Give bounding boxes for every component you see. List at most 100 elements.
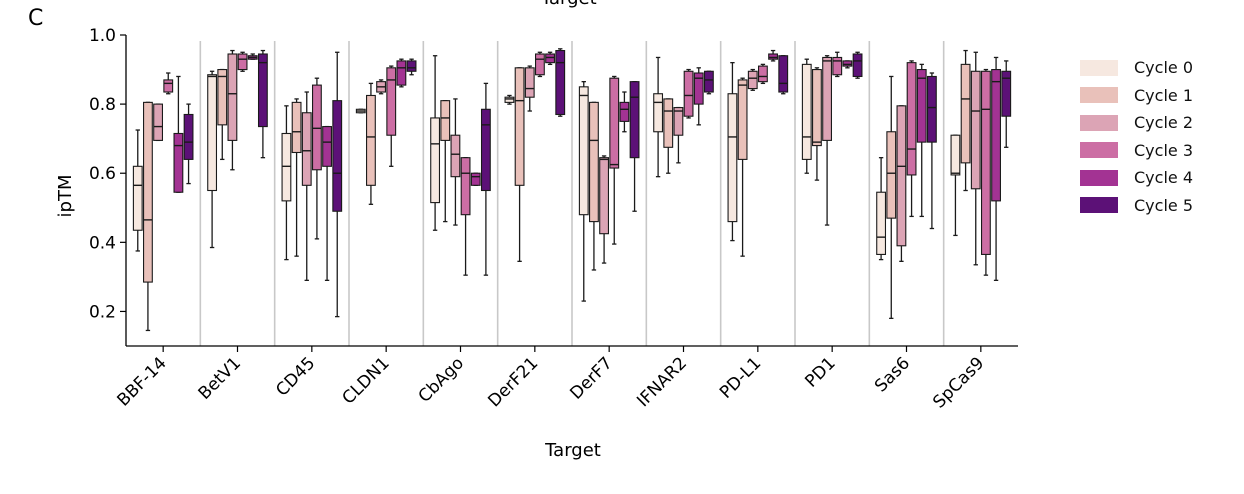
box-iqr: [852, 53, 863, 78]
box-cycle-2-ifnar2: [673, 106, 684, 164]
box-cycle-4-cd45: [322, 125, 332, 281]
box-iqr: [842, 60, 853, 67]
top-title-cropped: Target: [541, 0, 597, 9]
box-iqr: [609, 77, 620, 169]
box-cycle-3-sas6: [906, 60, 917, 218]
legend-swatch: [1080, 59, 1118, 76]
box-iqr: [430, 117, 441, 204]
box-cycle-2-spcas9: [970, 51, 981, 266]
box-cycle-1-cbago: [440, 100, 451, 223]
box-iqr: [504, 96, 515, 103]
box-iqr: [406, 60, 417, 72]
box-iqr: [778, 55, 789, 93]
box-iqr: [291, 101, 302, 154]
box-cycle-5-derf7: [629, 81, 640, 212]
box-cycle-4-spcas9: [991, 56, 1001, 281]
box-cycle-1-ifnar2: [663, 98, 674, 174]
box-cycle-4-derf21: [545, 51, 555, 66]
legend-item: Cycle 1: [1080, 82, 1193, 110]
y-tick-label: 0.6: [89, 164, 116, 184]
box-cycle-4-derf7: [619, 91, 630, 133]
box-iqr: [153, 103, 164, 141]
x-tick-label: CLDN1: [339, 353, 394, 408]
box-iqr: [737, 79, 748, 160]
box-iqr: [480, 108, 491, 192]
box-cycle-4-pd1: [842, 60, 853, 69]
box-cycle-4-bbf-14: [173, 75, 184, 193]
box-iqr: [960, 63, 971, 164]
box-iqr: [822, 56, 833, 141]
box-iqr: [832, 56, 843, 76]
box-iqr: [801, 63, 812, 160]
box-cycle-0-cldn1: [355, 108, 366, 114]
box-iqr: [727, 93, 738, 223]
box-cycle-0-pd-l1: [727, 61, 738, 242]
box-cycle-5-cbago: [480, 82, 491, 276]
legend-item: Cycle 5: [1080, 192, 1193, 220]
box-iqr: [970, 70, 981, 190]
box-iqr: [332, 100, 343, 212]
legend-label: Cycle 2: [1134, 113, 1193, 133]
box-iqr: [470, 172, 481, 186]
box-cycle-1-cd45: [291, 98, 302, 257]
box-cycle-5-sas6: [926, 72, 937, 230]
box-cycle-2-bbf-14: [153, 103, 164, 142]
box-iqr: [237, 53, 248, 71]
box-iqr: [757, 65, 768, 83]
box-cycle-0-spcas9: [950, 134, 961, 237]
box-cycle-5-derf21: [555, 48, 566, 117]
box-iqr: [950, 134, 961, 176]
box-cycle-0-betv1: [207, 70, 218, 249]
box-iqr: [747, 70, 758, 90]
legend-label: Cycle 0: [1134, 58, 1193, 78]
box-iqr: [163, 79, 174, 93]
box-cycle-2-derf7: [599, 155, 610, 264]
box-cycle-1-derf21: [514, 67, 525, 262]
box-iqr: [545, 53, 555, 64]
box-iqr: [386, 67, 397, 136]
legend-label: Cycle 1: [1134, 85, 1193, 105]
box-iqr: [173, 132, 184, 193]
legend-swatch: [1080, 87, 1118, 104]
legend-item: Cycle 0: [1080, 54, 1193, 82]
box-iqr: [886, 131, 897, 219]
box-iqr: [812, 69, 822, 147]
box-iqr: [876, 191, 887, 255]
box-iqr: [322, 126, 332, 167]
legend: Cycle 0 Cycle 1 Cycle 2 Cycle 3 Cycle 4 Cycle…: [1080, 54, 1193, 219]
box-iqr: [926, 75, 937, 143]
box-cycle-4-cbago: [470, 172, 481, 186]
box-iqr: [366, 94, 376, 186]
box-iqr: [629, 81, 640, 159]
box-cycle-0-ifnar2: [653, 56, 664, 178]
box-cycle-5-bbf-14: [183, 103, 194, 185]
box-cycle-0-cbago: [430, 55, 441, 231]
box-cycle-3-ifnar2: [683, 68, 694, 119]
legend-label: Cycle 5: [1134, 195, 1193, 215]
legend-item: Cycle 4: [1080, 164, 1193, 192]
x-tick-label: PD-L1: [716, 353, 765, 402]
box-cycle-4-pd-l1: [768, 49, 778, 62]
box-iqr: [673, 107, 684, 136]
box-iqr: [599, 157, 610, 235]
box-cycle-1-sas6: [886, 75, 897, 320]
x-tick-label: IFNAR2: [633, 353, 691, 411]
box-cycle-0-pd1: [801, 58, 812, 174]
y-tick-label: 0.2: [89, 302, 116, 322]
y-tick-label: 0.4: [89, 233, 116, 253]
box-iqr: [143, 101, 153, 283]
legend-swatch: [1080, 169, 1118, 186]
box-iqr: [683, 70, 694, 117]
box-iqr: [217, 69, 228, 126]
box-cycle-4-cldn1: [396, 58, 407, 88]
x-tick-label: DerF7: [566, 353, 616, 403]
category-separators: [199, 41, 945, 346]
legend-label: Cycle 4: [1134, 168, 1193, 188]
box-cycle-2-sas6: [896, 105, 907, 262]
box-iqr: [227, 53, 238, 141]
box-cycle-4-sas6: [916, 63, 927, 218]
box-cycle-0-cd45: [281, 105, 292, 261]
box-cycle-2-cldn1: [376, 79, 387, 95]
box-iqr: [555, 49, 566, 116]
